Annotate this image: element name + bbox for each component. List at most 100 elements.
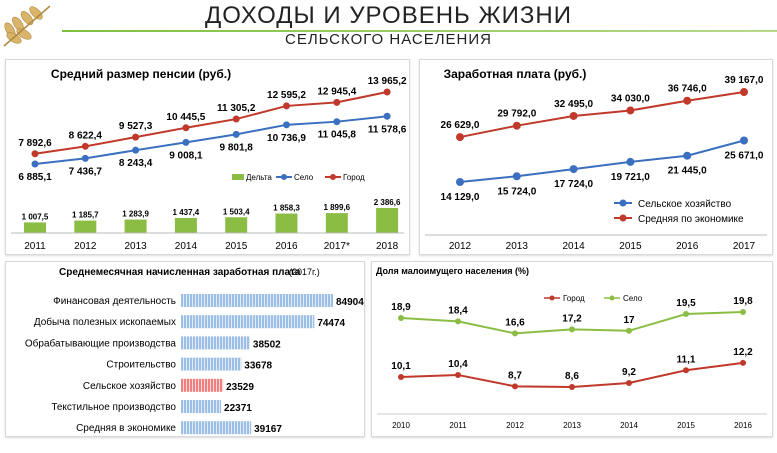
salary-title: Заработная плата (руб.) — [444, 67, 587, 81]
poverty-village-point — [569, 326, 575, 333]
pension-x-tick: 2011 — [24, 241, 46, 252]
pension-delta-label: 1 007,5 — [22, 212, 49, 221]
salary-agri-label: 15 724,0 — [497, 186, 536, 197]
legend-swatch-dot — [549, 295, 555, 301]
pension-village-point — [383, 112, 391, 120]
sector-value: 23529 — [226, 382, 254, 393]
poverty-city-label: 10,1 — [391, 361, 411, 372]
salary-agri-point — [456, 178, 464, 186]
pension-village-point — [333, 118, 341, 126]
sector-bar — [181, 421, 252, 435]
salary-agri-label: 14 129,0 — [441, 192, 480, 203]
sectors-title: Среднемесячная начисленная заработная пл… — [59, 266, 301, 278]
pension-x-tick: 2016 — [275, 241, 298, 252]
legend-swatch-dot — [330, 174, 336, 180]
poverty-village-point — [626, 327, 632, 334]
pension-delta-bar — [174, 217, 197, 233]
sector-bar — [181, 378, 224, 392]
salary-agri-point — [740, 136, 748, 145]
pension-delta-label: 1 437,4 — [173, 208, 200, 217]
poverty-panel: Доля малоимущего населения (%) Город Село 1… — [371, 261, 773, 437]
poverty-chart: Доля малоимущего населения (%) Город Село 1… — [376, 266, 767, 430]
pension-village-label: 6 885,1 — [18, 172, 52, 183]
pension-city-line — [34, 91, 388, 155]
poverty-x-tick: 2016 — [734, 421, 752, 430]
pension-delta-bar — [124, 219, 147, 233]
pension-village-label: 9 801,8 — [220, 142, 254, 153]
poverty-village-label: 17,2 — [562, 313, 582, 324]
salary-econ-point — [569, 111, 578, 120]
pension-chart: Средний размер пенсии (руб.) 6 885,1 7 436… — [11, 67, 407, 252]
pension-city-point — [383, 88, 391, 96]
wheat-ears-icon — [3, 5, 51, 47]
sector-value: 38502 — [253, 339, 281, 350]
pension-village-point — [81, 154, 89, 162]
poverty-legend-item: Город — [563, 294, 585, 303]
poverty-x-tick: 2014 — [620, 421, 638, 430]
salary-econ-label: 34 030,0 — [611, 93, 650, 104]
poverty-village-label: 19,5 — [676, 298, 696, 309]
pension-panel: Средний размер пенсии (руб.) 6 885,1 7 436… — [5, 59, 410, 255]
pension-x-tick: 2012 — [74, 241, 97, 252]
pension-village-label: 11 578,6 — [368, 124, 407, 135]
pension-village-point — [283, 121, 290, 129]
poverty-x-tick: 2010 — [392, 421, 410, 430]
pension-x-tick: 2013 — [124, 241, 147, 252]
sector-value: 39167 — [254, 424, 282, 435]
salary-econ-point — [683, 96, 692, 105]
pension-city-point — [132, 133, 140, 141]
salary-econ-point — [512, 121, 521, 130]
sector-bar — [181, 400, 222, 413]
pension-delta-label: 1 503,4 — [223, 207, 250, 216]
pension-village-label: 8 243,4 — [119, 158, 153, 169]
poverty-x-tick: 2011 — [449, 421, 467, 430]
poverty-city-label: 8,7 — [508, 370, 522, 381]
pension-x-tick: 2015 — [225, 241, 248, 252]
pension-delta-bar — [376, 208, 399, 233]
poverty-x-tick: 2013 — [563, 421, 581, 430]
poverty-city-label: 8,6 — [565, 371, 579, 382]
salary-econ-line — [459, 91, 745, 139]
salary-econ-label: 39 167,0 — [725, 75, 764, 86]
pension-village-point — [232, 130, 240, 138]
salary-agri-label: 21 445,0 — [668, 166, 707, 177]
sector-label: Текстильное производство — [51, 402, 176, 413]
legend-swatch-dot — [619, 214, 627, 222]
sector-bar — [181, 294, 333, 307]
poverty-x-tick: 2012 — [506, 421, 524, 430]
poverty-village-point — [512, 330, 518, 337]
salary-agri-point — [569, 165, 578, 174]
salary-agri-point — [626, 157, 635, 166]
poverty-city-point — [455, 371, 461, 378]
pension-delta-label: 2 386,6 — [374, 198, 401, 207]
salary-x-tick: 2016 — [676, 241, 699, 252]
pension-city-label: 13 965,2 — [368, 76, 407, 87]
pension-city-point — [333, 98, 341, 106]
pension-village-point — [31, 160, 39, 168]
pension-city-point — [232, 115, 240, 123]
pension-city-label: 9 527,3 — [119, 121, 153, 132]
sectors-title-suffix: (2017г.) — [289, 267, 320, 277]
salary-x-tick: 2013 — [506, 241, 529, 252]
pension-village-point — [182, 138, 190, 146]
poverty-title: Доля малоимущего населения (%) — [376, 266, 529, 276]
poverty-village-label: 18,9 — [391, 302, 411, 313]
poverty-city-point — [740, 359, 746, 366]
poverty-city-label: 9,2 — [622, 367, 636, 378]
salary-x-tick: 2015 — [619, 241, 642, 252]
pension-x-tick: 2018 — [376, 241, 399, 252]
sector-label: Добыча полезных ископаемых — [34, 316, 176, 328]
pension-delta-label: 1 283,9 — [122, 210, 149, 219]
pension-x-tick: 2014 — [175, 241, 198, 252]
pension-delta-bar — [225, 217, 248, 233]
pension-city-label: 7 892,6 — [18, 138, 52, 149]
pension-village-label: 7 436,7 — [69, 166, 103, 177]
sector-label: Сельское хозяйство — [83, 381, 177, 392]
pension-title: Средний размер пенсии (руб.) — [51, 67, 231, 81]
pension-city-label: 12 945,4 — [317, 86, 356, 97]
poverty-city-point — [569, 384, 575, 390]
sector-bar — [181, 336, 250, 350]
pension-city-label: 12 595,2 — [267, 90, 306, 101]
salary-chart: Заработная плата (руб.) 26 629,0 29 792,0 3… — [425, 67, 767, 252]
salary-x-tick: 2012 — [449, 241, 472, 252]
